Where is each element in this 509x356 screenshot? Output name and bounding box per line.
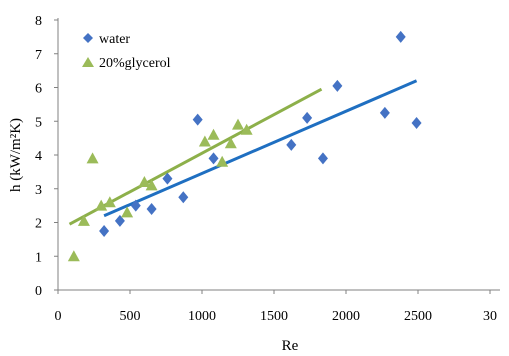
data-point-glycerol <box>103 196 116 208</box>
x-tick-label: 1000 <box>188 309 216 324</box>
axes <box>54 18 500 294</box>
data-point-water <box>178 191 189 204</box>
data-point-water <box>332 79 343 92</box>
x-tick-label: 2000 <box>332 309 360 324</box>
y-tick-label: 6 <box>35 82 42 97</box>
data-point-glycerol <box>121 206 134 218</box>
x-tick-label: 30 <box>483 309 497 324</box>
data-point-glycerol <box>198 135 211 147</box>
legend: water 20%glycerol <box>82 32 171 71</box>
data-point-water <box>286 138 297 151</box>
data-point-glycerol <box>216 155 229 167</box>
data-point-water <box>411 116 422 129</box>
data-point-water <box>162 172 173 185</box>
data-point-glycerol <box>77 214 90 226</box>
data-point-glycerol <box>67 250 80 262</box>
y-tick-label: 5 <box>35 115 42 130</box>
data-point-water <box>130 199 141 212</box>
legend-water-label: water <box>99 32 130 47</box>
y-tick-label: 4 <box>35 149 42 164</box>
y-tick-label: 1 <box>35 250 42 265</box>
data-point-glycerol <box>232 118 244 130</box>
x-tick-label: 2500 <box>404 309 432 324</box>
data-point-water <box>99 224 110 237</box>
trendlines <box>68 79 418 226</box>
y-axis-label: h (kW/m²K) <box>8 118 24 192</box>
data-point-glycerol <box>145 179 158 191</box>
data-point-glycerol <box>207 128 220 140</box>
data-point-water <box>114 214 125 227</box>
data-point-water <box>379 106 390 119</box>
data-point-glycerol <box>86 152 99 164</box>
data-point-glycerol <box>240 123 253 135</box>
x-axis-label: Re <box>282 338 299 354</box>
legend-glycerol-marker <box>82 57 94 67</box>
tick-labels: 0 1 2 3 4 5 6 7 8 0 500 1000 1500 2000 2500 30 <box>35 14 497 324</box>
data-point-glycerol <box>224 137 237 149</box>
data-points <box>67 30 422 262</box>
data-point-glycerol <box>95 199 108 211</box>
data-point-water <box>317 152 328 165</box>
data-point-water <box>146 203 157 215</box>
legend-water-marker <box>83 33 93 43</box>
y-tick-label: 0 <box>35 284 42 299</box>
y-tick-label: 2 <box>35 217 42 232</box>
y-tick-label: 8 <box>35 14 42 29</box>
x-tick-label: 1500 <box>260 309 288 324</box>
data-point-water <box>395 30 406 43</box>
trendline-water <box>103 79 418 218</box>
y-tick-label: 7 <box>35 48 42 63</box>
y-tick-label: 3 <box>35 183 42 198</box>
data-point-glycerol <box>138 176 151 187</box>
x-tick-label: 500 <box>120 309 141 324</box>
data-point-water <box>208 152 219 165</box>
data-point-water <box>302 111 313 124</box>
legend-glycerol-label: 20%glycerol <box>99 56 171 71</box>
x-tick-label: 0 <box>55 309 62 324</box>
data-point-water <box>192 113 203 126</box>
